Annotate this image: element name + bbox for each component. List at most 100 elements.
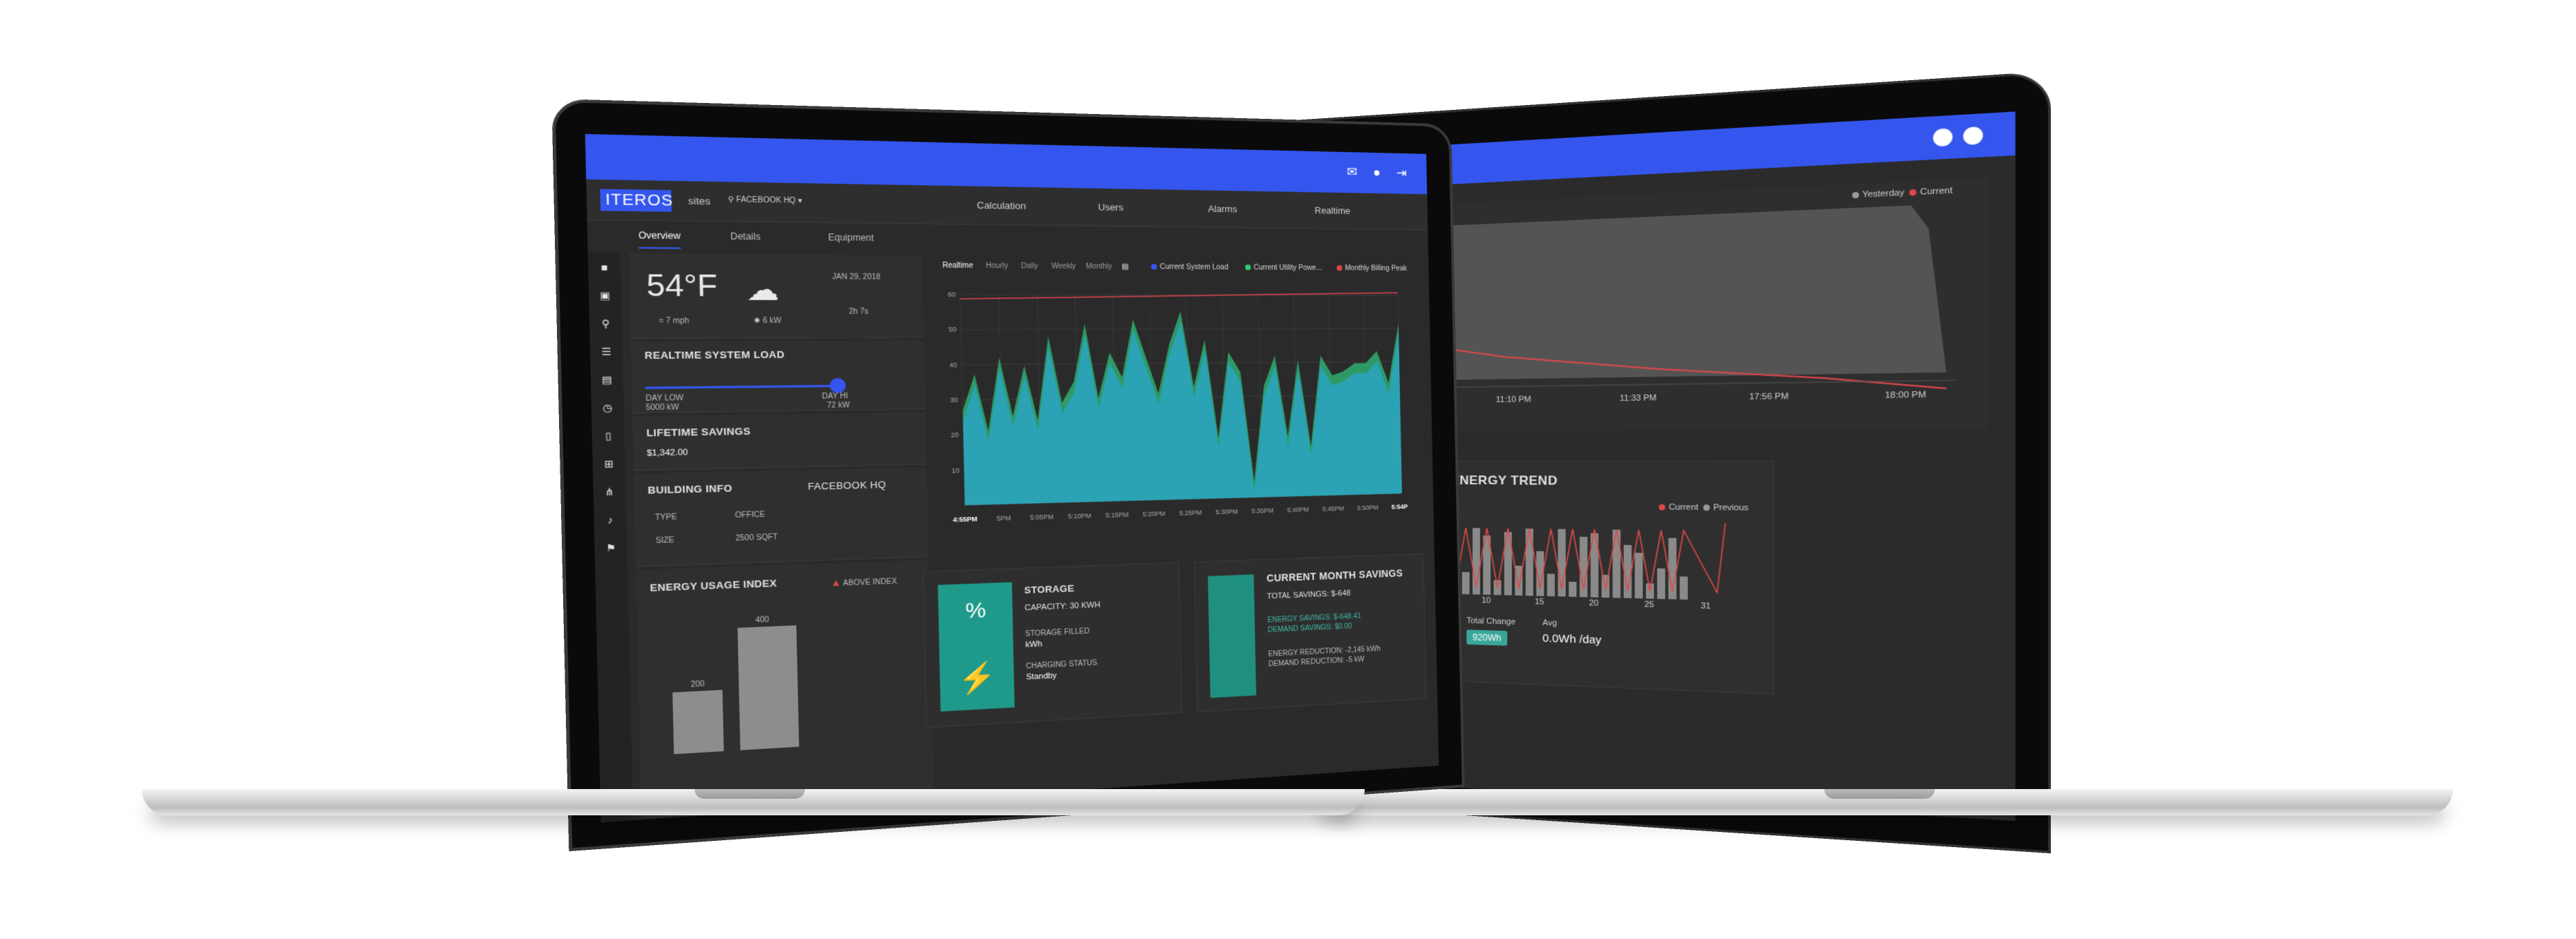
front-laptop-screen: ✉ ● ⇥ ITEROS sites ⚲ FACEBOOK HQ ▾ Calcu…	[551, 98, 1465, 852]
chart-tab-monthly[interactable]: Monthly	[1086, 263, 1112, 271]
total-change-label: Total Change	[1466, 616, 1516, 627]
x-tick: 5:15PM	[1106, 511, 1129, 519]
lifetime-savings-title: LIFETIME SAVINGS	[646, 425, 751, 439]
back-laptop-notch	[1824, 789, 1935, 799]
legend-label: Current Utility Powe...	[1253, 263, 1323, 272]
energy-usage-title: ENERGY USAGE INDEX	[650, 577, 777, 594]
lifetime-savings-card: LIFETIME SAVINGS $1,342.00	[632, 412, 927, 471]
legend-system-load: Current System Load	[1150, 263, 1229, 272]
demand-savings: DEMAND SAVINGS: $0.00	[1267, 623, 1352, 635]
monthly-bar	[1525, 529, 1533, 596]
day-low-label: DAY LOW	[645, 394, 684, 404]
storage-title: STORAGE	[1024, 582, 1074, 596]
nav-alarms[interactable]: Alarms	[1208, 203, 1238, 215]
list-icon[interactable]: ☰	[601, 345, 612, 358]
chart-tab-weekly[interactable]: Weekly	[1051, 262, 1077, 271]
elapsed-time: 2h 7s	[849, 307, 869, 316]
location-pin-icon: ⚲	[728, 196, 735, 205]
calculator-icon[interactable]: ▤	[601, 373, 613, 386]
logout-icon[interactable]: ⇥	[1396, 165, 1407, 180]
legend-label: Current System Load	[1159, 263, 1229, 272]
network-icon[interactable]: ⋔	[605, 486, 615, 498]
energy-usage-card: ENERGY USAGE INDEX ▲ ABOVE INDEX 200 400	[636, 560, 934, 819]
chart-tab-realtime[interactable]: Realtime	[942, 261, 974, 270]
building-type-value: OFFICE	[735, 511, 766, 520]
x-tick: 5:10PM	[1068, 511, 1092, 520]
front-dashboard: ✉ ● ⇥ ITEROS sites ⚲ FACEBOOK HQ ▾ Calcu…	[585, 133, 1439, 823]
chart-tab-hourly[interactable]: Hourly	[985, 262, 1008, 271]
document-icon[interactable]: ▯	[605, 430, 612, 442]
folder-icon[interactable]: ■	[600, 261, 608, 274]
avg-label: Avg	[1542, 618, 1557, 628]
nav-realtime[interactable]: Realtime	[1314, 205, 1351, 216]
location-icon[interactable]: ⚲	[601, 317, 610, 330]
storage-indicator: % ⚡	[938, 582, 1015, 712]
front-laptop-base	[142, 789, 1365, 815]
account-icon[interactable]: ●	[1373, 165, 1381, 180]
x-tick: 5PM	[996, 514, 1011, 522]
x-tick: 5:20PM	[1142, 509, 1165, 518]
partly-cloudy-icon: ☁	[746, 273, 780, 307]
nav-users[interactable]: Users	[1097, 201, 1124, 214]
back-laptop-base	[1313, 789, 2453, 815]
tab-details[interactable]: Details	[730, 231, 761, 243]
monthly-bar	[1679, 576, 1688, 600]
brand-logo[interactable]: ITEROS	[600, 189, 674, 212]
building-site-name: FACEBOOK HQ	[807, 479, 887, 493]
day-high-label: DAY HI	[822, 392, 849, 401]
chevron-down-icon: ▾	[797, 196, 802, 205]
account-icon[interactable]	[1963, 126, 1983, 146]
x-tick: 10	[1481, 596, 1491, 605]
y-tick: 60	[948, 290, 956, 298]
side-rail: ■ ▣ ⚲ ☰ ▤ ◷ ▯ ⊞ ⋔ ♪ ⚑	[587, 251, 634, 823]
wind-speed: ≈ 7 mph	[659, 317, 690, 325]
monthly-bar	[1634, 552, 1643, 599]
wind-icon: ≈	[659, 316, 664, 325]
monthly-bar	[1657, 568, 1665, 600]
x-tick: 31	[1701, 601, 1711, 611]
legend-current: Current	[1668, 502, 1698, 513]
day-high-value: 72 kW	[826, 401, 850, 410]
nav-sites[interactable]: sites	[688, 195, 711, 207]
charging-status-value: Standby	[1025, 671, 1057, 682]
building-info-title: BUILDING INFO	[647, 482, 732, 496]
weather-card: 54°F ☁ ≈ 7 mph ✹ 6 kW JAN 29, 2018 2h 7s	[628, 253, 924, 339]
monthly-bar	[1461, 571, 1470, 595]
month-savings-title: CURRENT MONTH SAVINGS	[1266, 567, 1403, 585]
realtime-chart-panel: Realtime Hourly Daily Weekly Monthly ▤ C…	[931, 254, 1423, 553]
grid-icon[interactable]: ⊞	[604, 457, 614, 470]
flag-icon[interactable]: ⚑	[605, 542, 616, 554]
tab-overview[interactable]: Overview	[638, 229, 681, 249]
x-tick: 18:00 PM	[1884, 390, 1926, 401]
load-slider-knob[interactable]	[829, 377, 846, 394]
solar-output-value: 6 kW	[762, 316, 782, 325]
mail-icon[interactable]	[1933, 128, 1953, 147]
y-tick: 20	[951, 431, 958, 439]
y-tick: 50	[949, 325, 956, 333]
nav-calculation[interactable]: Calculation	[976, 199, 1027, 212]
bell-icon[interactable]: ♪	[607, 513, 614, 527]
building-size-label: SIZE	[655, 536, 674, 546]
x-tick: 5:45PM	[1323, 504, 1345, 513]
chart-tab-daily[interactable]: Daily	[1021, 262, 1039, 271]
front-laptop-notch	[694, 789, 805, 799]
building-type-label: TYPE	[654, 513, 677, 522]
current-date: JAN 29, 2018	[832, 273, 881, 282]
site-select[interactable]: ⚲ FACEBOOK HQ ▾	[728, 196, 802, 205]
x-tick: 5:25PM	[1180, 509, 1202, 517]
mail-icon[interactable]: ✉	[1346, 164, 1358, 180]
legend-label: Monthly Billing Peak	[1345, 264, 1408, 273]
x-tick: 5:54PM	[1392, 502, 1408, 511]
y-tick: 40	[949, 361, 957, 368]
history-icon[interactable]: ◷	[603, 401, 613, 414]
realtime-load-card: REALTIME SYSTEM LOAD DAY LOW 5000 kW DAY…	[630, 340, 926, 414]
x-tick: 20	[1589, 598, 1599, 608]
storage-capacity: CAPACITY: 30 KWH	[1024, 600, 1101, 613]
tab-equipment[interactable]: Equipment	[828, 231, 874, 243]
export-icon[interactable]: ▤	[1121, 263, 1129, 272]
device-icon[interactable]: ▣	[599, 290, 611, 302]
lightning-icon: ⚡	[957, 661, 997, 696]
x-tick: 15	[1535, 597, 1544, 607]
charging-status-label: CHARGING STATUS	[1025, 658, 1097, 671]
storage-filled-label: STORAGE FILLED	[1025, 627, 1090, 638]
